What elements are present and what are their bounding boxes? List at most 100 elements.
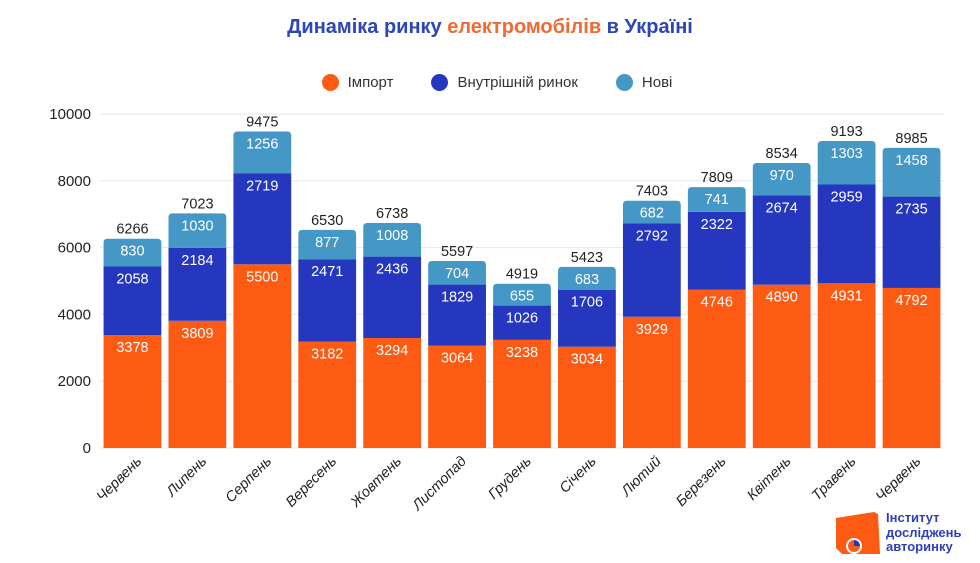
legend-item-import[interactable]: Імпорт <box>321 74 394 91</box>
bar-segment-import <box>103 335 162 448</box>
data-label: 2719 <box>246 178 278 194</box>
total-label: 9475 <box>246 115 278 131</box>
legend-label-import: Імпорт <box>347 74 394 91</box>
bar-segment-new <box>817 140 876 185</box>
bar-segment-domestic <box>558 289 616 347</box>
bar-segment-domestic <box>493 305 551 340</box>
logo-icon <box>836 512 880 554</box>
chart-title-accent: електромобілів <box>447 16 602 38</box>
data-label: 2058 <box>116 271 148 287</box>
total-label: 7809 <box>701 170 733 186</box>
bar-segment-new <box>687 187 746 212</box>
chart-title-part1: Динаміка ринку <box>287 16 448 38</box>
y-tick-label: 6000 <box>58 240 91 257</box>
bar-segment-import <box>363 337 422 448</box>
data-label: 1030 <box>181 218 213 234</box>
bar-segment-import <box>622 316 681 448</box>
logo-line-3: авторинку <box>886 539 953 554</box>
data-label: 4792 <box>895 293 927 309</box>
bar-segment-import <box>558 346 616 448</box>
bar-segment-import <box>752 284 811 448</box>
total-label: 6738 <box>376 206 408 222</box>
bar-segment-import <box>298 341 357 448</box>
data-label: 2735 <box>895 202 927 218</box>
bar-segment-domestic <box>103 266 162 336</box>
legend-dot-new-icon <box>615 74 633 91</box>
chart-title-part3: в Україні <box>601 16 693 38</box>
total-label: 5423 <box>571 250 603 266</box>
data-label: 1458 <box>895 153 927 169</box>
bar-segment-new <box>168 213 227 248</box>
bar-segment-import <box>428 345 486 448</box>
total-label: 9193 <box>830 124 862 140</box>
total-label: 5597 <box>441 244 473 260</box>
legend-item-domestic[interactable]: Внутрішній ринок <box>431 74 578 91</box>
data-label: 3809 <box>181 326 213 342</box>
data-label: 2471 <box>311 264 343 280</box>
bar-segment-import <box>493 339 551 448</box>
legend-item-new[interactable]: Нові <box>615 74 673 91</box>
data-label: 5500 <box>246 269 278 285</box>
bar-segment-domestic <box>428 284 486 346</box>
bar-segment-import <box>687 289 746 448</box>
bar-segment-new <box>882 147 941 197</box>
bar-segment-import <box>882 287 941 448</box>
bar-segment-new <box>622 200 681 224</box>
data-label: 2322 <box>701 217 733 233</box>
bar-segment-new <box>752 162 811 196</box>
data-label: 2436 <box>376 262 408 278</box>
data-label: 877 <box>315 235 339 251</box>
total-label: 6266 <box>116 222 148 238</box>
y-tick-label: 2000 <box>58 373 91 390</box>
bar-segment-new <box>233 131 292 174</box>
total-label: 7023 <box>181 196 213 212</box>
bar-segment-domestic <box>882 196 941 288</box>
bar-segment-domestic <box>233 173 292 265</box>
bar-segment-domestic <box>752 195 811 285</box>
data-label: 3378 <box>116 340 148 356</box>
logo-line-1: Інститут <box>886 510 940 525</box>
x-tick-label: Грудень <box>485 454 534 503</box>
bar-segment-domestic <box>622 223 681 317</box>
legend-label-new: Нові <box>641 74 673 91</box>
logo: Інститут досліджень авторинку <box>834 508 980 558</box>
y-tick-label: 10000 <box>49 106 91 123</box>
total-label: 8985 <box>895 131 927 147</box>
y-tick-label: 0 <box>83 440 91 457</box>
data-label: 655 <box>510 289 534 305</box>
total-label: 4919 <box>506 267 538 283</box>
logo-text: Інститут досліджень авторинку <box>886 510 962 555</box>
bar-segment-import <box>817 283 876 448</box>
y-tick-label: 8000 <box>58 173 91 190</box>
data-label: 683 <box>575 272 599 288</box>
data-label: 1303 <box>830 146 862 162</box>
data-label: 682 <box>640 206 664 222</box>
data-label: 3294 <box>376 343 408 359</box>
x-tick-label: Січень <box>557 454 600 497</box>
bar-segment-new <box>428 261 486 285</box>
x-tick-label: Червень <box>873 454 924 505</box>
total-label: 8534 <box>766 146 798 162</box>
x-tick-label: Серпень <box>223 454 276 507</box>
data-label: 704 <box>445 266 469 282</box>
total-label: 7403 <box>636 184 668 200</box>
data-label: 2184 <box>181 253 213 269</box>
bar-segment-import <box>233 264 292 448</box>
bar-segment-domestic <box>168 247 227 321</box>
bar-segment-new <box>363 222 422 257</box>
data-label: 4890 <box>766 290 798 306</box>
total-label: 6530 <box>311 213 343 229</box>
legend: Імпорт Внутрішній ринок Нові <box>0 74 980 91</box>
data-label: 3064 <box>441 351 473 367</box>
data-label: 3182 <box>311 347 343 363</box>
bar-segment-new <box>103 238 162 267</box>
data-label: 1026 <box>506 311 538 327</box>
data-label: 4746 <box>701 294 733 310</box>
x-tick-label: Вересень <box>283 454 340 511</box>
data-label: 2792 <box>636 229 668 245</box>
data-label: 3034 <box>571 352 603 368</box>
data-label: 1829 <box>441 290 473 306</box>
data-label: 3929 <box>636 322 668 338</box>
y-tick-label: 4000 <box>58 306 91 323</box>
data-label: 1706 <box>571 295 603 311</box>
